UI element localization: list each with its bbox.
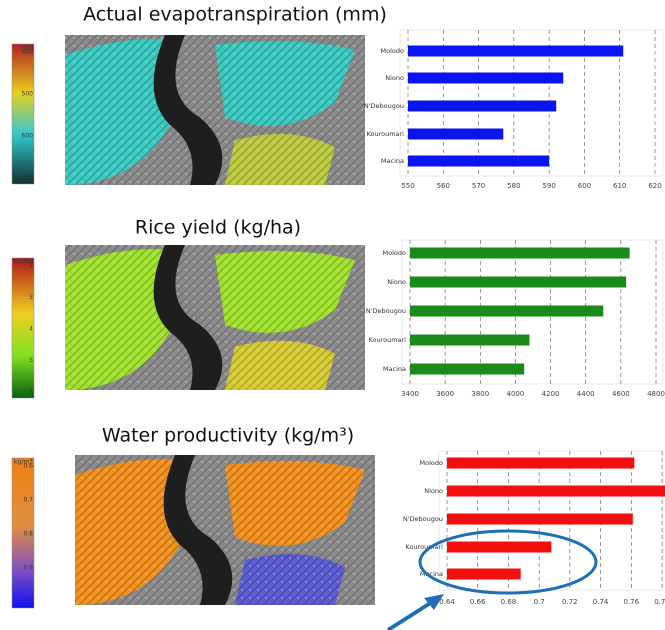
bar bbox=[408, 101, 556, 112]
bar bbox=[410, 306, 603, 317]
bar bbox=[410, 277, 626, 288]
colorbar-tick-label: 0.6 bbox=[23, 463, 33, 470]
x-tick-label: 0.76 bbox=[623, 598, 639, 606]
colorbar-tick-label: 6 bbox=[29, 389, 33, 396]
category-label: Molodo bbox=[383, 249, 406, 257]
category-label: Niono bbox=[385, 74, 404, 82]
bar bbox=[447, 458, 634, 469]
panel-title: Rice yield (kg/ha) bbox=[135, 217, 301, 239]
panels: Actual evapotranspiration (mm)mm40050060… bbox=[12, 4, 665, 609]
category-label: Molodo bbox=[381, 47, 404, 55]
x-tick-label: 580 bbox=[507, 182, 520, 190]
x-tick-label: 4000 bbox=[507, 390, 525, 398]
colorbar-tick-label: 400 bbox=[22, 49, 34, 56]
x-tick-label: 590 bbox=[542, 182, 555, 190]
x-tick-label: 0.68 bbox=[501, 598, 517, 606]
colorbar bbox=[12, 44, 34, 184]
bar bbox=[410, 364, 524, 375]
x-tick-label: 0.74 bbox=[593, 598, 609, 606]
x-tick-label: 4800 bbox=[647, 390, 665, 398]
category-label: Niono bbox=[387, 278, 406, 286]
bar bbox=[410, 335, 529, 346]
category-label: Kouroumari bbox=[367, 130, 405, 138]
bar bbox=[408, 73, 563, 84]
x-tick-label: 0.64 bbox=[439, 598, 455, 606]
category-label: Macina bbox=[383, 365, 406, 373]
category-label: N'Debougou bbox=[403, 515, 443, 523]
category-label: Kouroumari bbox=[369, 336, 407, 344]
x-tick-label: 4600 bbox=[612, 390, 630, 398]
x-tick-label: 4200 bbox=[542, 390, 560, 398]
colorbar-tick-label: 700 bbox=[22, 175, 34, 182]
x-tick-label: 0.72 bbox=[562, 598, 578, 606]
category-label: Macina bbox=[381, 157, 404, 165]
colorbar-tick-label: 600 bbox=[22, 133, 34, 140]
colorbar-tick-label: 0.7 bbox=[23, 497, 33, 504]
x-tick-label: 0.78 bbox=[654, 598, 665, 606]
colorbar-tick-label: 0.8 bbox=[23, 531, 33, 538]
colorbar-tick-label: 5 bbox=[29, 357, 33, 364]
colorbar-tick-label: 4 bbox=[29, 326, 33, 333]
arrow bbox=[388, 602, 432, 630]
x-tick-label: 3800 bbox=[471, 390, 489, 398]
bar bbox=[408, 156, 549, 167]
x-tick-label: 610 bbox=[613, 182, 626, 190]
x-tick-label: 0.7 bbox=[534, 598, 545, 606]
x-tick-label: 0.66 bbox=[470, 598, 486, 606]
category-label: N'Debougou bbox=[366, 307, 406, 315]
bar bbox=[408, 129, 503, 140]
colorbar-tick-label: 500 bbox=[22, 91, 34, 98]
colorbar-tick-label: 0.9 bbox=[23, 565, 33, 572]
category-label: Niono bbox=[424, 487, 443, 495]
x-tick-label: 3400 bbox=[401, 390, 419, 398]
bar bbox=[410, 248, 630, 259]
x-tick-label: 560 bbox=[437, 182, 450, 190]
bar bbox=[447, 514, 633, 525]
colorbar-tick-label: 2 bbox=[29, 263, 33, 270]
figure: Actual evapotranspiration (mm)mm40050060… bbox=[0, 0, 665, 630]
x-tick-label: 4400 bbox=[577, 390, 595, 398]
category-label: Molodo bbox=[420, 459, 443, 467]
bar bbox=[408, 46, 623, 57]
colorbar-tick-label: 1.0 bbox=[23, 599, 33, 606]
highlight-ellipse bbox=[420, 531, 596, 593]
category-label: N'Debougou bbox=[364, 102, 404, 110]
x-tick-label: 600 bbox=[578, 182, 591, 190]
bar bbox=[447, 486, 665, 497]
x-tick-label: 570 bbox=[472, 182, 485, 190]
panel-title: Water productivity (kg/m³) bbox=[102, 425, 354, 447]
panel-title: Actual evapotranspiration (mm) bbox=[83, 4, 387, 26]
bar bbox=[447, 569, 521, 580]
bar bbox=[447, 542, 551, 553]
x-tick-label: 550 bbox=[401, 182, 414, 190]
x-tick-label: 3600 bbox=[436, 390, 454, 398]
x-tick-label: 620 bbox=[648, 182, 661, 190]
colorbar-tick-label: 3 bbox=[29, 294, 33, 301]
